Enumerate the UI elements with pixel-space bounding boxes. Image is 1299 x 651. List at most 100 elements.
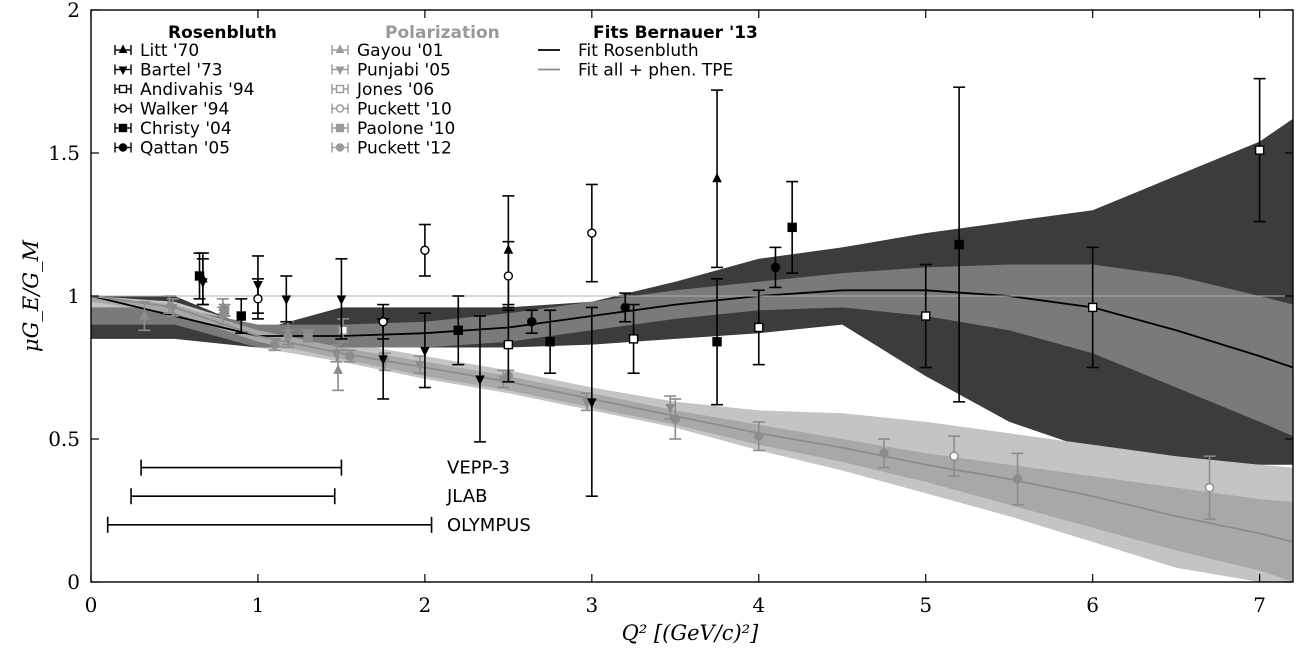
legend-marker bbox=[335, 104, 345, 113]
legend-label: Paolone '10 bbox=[357, 119, 455, 139]
fit-tpe-line bbox=[91, 295, 1293, 543]
range-bar-olympus: OLYMPUS bbox=[106, 515, 531, 536]
data-point bbox=[919, 263, 932, 369]
marker bbox=[283, 335, 293, 346]
data-points bbox=[138, 77, 1266, 520]
data-point bbox=[268, 338, 281, 352]
data-point bbox=[619, 292, 632, 323]
marker bbox=[378, 317, 388, 327]
data-point bbox=[281, 329, 294, 349]
marker bbox=[338, 325, 348, 336]
data-point bbox=[418, 223, 431, 277]
marker bbox=[712, 337, 722, 347]
series-qattan-05 bbox=[525, 246, 782, 334]
marker bbox=[281, 295, 292, 305]
data-point bbox=[377, 303, 390, 340]
data-point bbox=[337, 318, 350, 343]
x-tick-label: 5 bbox=[919, 593, 932, 617]
legend-label: Fit Rosenbluth bbox=[578, 41, 699, 61]
marker bbox=[1012, 474, 1023, 484]
data-point bbox=[1086, 246, 1099, 369]
range-label: OLYMPUS bbox=[447, 515, 531, 536]
data-point bbox=[218, 303, 231, 317]
series-christy-04 bbox=[193, 86, 966, 406]
marker bbox=[665, 404, 676, 414]
marker bbox=[167, 303, 178, 314]
legend-entry: Puckett '12 bbox=[331, 139, 452, 159]
data-point bbox=[769, 246, 782, 289]
legend-entry: Paolone '10 bbox=[331, 119, 455, 139]
y-tick-label: 1.5 bbox=[48, 141, 80, 165]
marker bbox=[453, 325, 463, 336]
x-tick-label: 0 bbox=[85, 593, 98, 617]
tpe-inner-band bbox=[91, 296, 1293, 582]
marker bbox=[194, 271, 205, 281]
marker bbox=[336, 295, 347, 305]
data-point bbox=[1011, 452, 1024, 506]
series-andivahis-94 bbox=[502, 77, 1266, 383]
marker bbox=[331, 349, 342, 360]
data-point bbox=[335, 258, 348, 340]
marker bbox=[921, 311, 931, 321]
axes: 0 1 2 3 4 5 6 7 0 0.5 1 1.5 2 Q² [(GeV/c)²] μG_E/G_M bbox=[19, 0, 1294, 645]
data-point bbox=[752, 289, 765, 366]
marker bbox=[754, 322, 764, 333]
series-puckett-12 bbox=[268, 338, 1024, 506]
data-point bbox=[948, 435, 961, 477]
data-point bbox=[786, 180, 799, 274]
legend-marker bbox=[335, 84, 345, 94]
data-point bbox=[330, 343, 343, 363]
marker bbox=[628, 334, 639, 344]
legend-entry: Christy '04 bbox=[114, 119, 232, 139]
marker bbox=[219, 305, 230, 315]
kinematic-range-bars: VEPP-3 JLAB OLYMPUS bbox=[106, 458, 531, 536]
series-puckett-10 bbox=[948, 435, 1216, 520]
marker bbox=[503, 271, 514, 281]
marker bbox=[345, 351, 355, 361]
marker bbox=[1254, 145, 1265, 155]
data-point bbox=[585, 306, 598, 498]
marker bbox=[954, 239, 964, 250]
legend-heading: Rosenbluth bbox=[168, 23, 277, 43]
legend-marker bbox=[118, 123, 128, 133]
range-bar-vepp-3: VEPP-3 bbox=[140, 458, 510, 479]
marker bbox=[770, 262, 781, 273]
data-point bbox=[627, 303, 640, 375]
legend-label: Fit all + phen. TPE bbox=[578, 61, 733, 81]
legend-label: Walker '94 bbox=[140, 100, 229, 120]
data-point bbox=[413, 355, 426, 375]
rosenbluth-inner-band bbox=[91, 264, 1293, 437]
legend-entry: Fit all + phen. TPE bbox=[538, 61, 733, 81]
data-point bbox=[711, 89, 724, 269]
marker bbox=[378, 355, 388, 366]
marker bbox=[303, 331, 313, 341]
marker bbox=[787, 222, 797, 233]
series-jones-06 bbox=[337, 318, 350, 343]
series-paolone-10 bbox=[218, 303, 315, 343]
legend-entry: Puckett '10 bbox=[331, 100, 452, 120]
marker bbox=[503, 339, 514, 350]
marker bbox=[253, 294, 263, 304]
legend-label: Jones '06 bbox=[356, 80, 434, 100]
data-point bbox=[235, 298, 248, 334]
data-point bbox=[502, 306, 515, 383]
y-tick-label: 0.5 bbox=[48, 427, 80, 451]
data-point bbox=[525, 309, 538, 334]
marker bbox=[1204, 482, 1215, 493]
data-point bbox=[302, 329, 315, 343]
data-point bbox=[502, 240, 515, 312]
y-tick-label: 1 bbox=[67, 284, 80, 308]
series-litt-70 bbox=[196, 89, 724, 306]
x-axis-label: Q² [(GeV/c)²] bbox=[622, 621, 760, 645]
marker bbox=[712, 172, 722, 183]
y-axis-label: μG_E/G_M bbox=[19, 239, 43, 352]
legend-marker bbox=[335, 66, 345, 76]
marker bbox=[587, 228, 597, 238]
marker bbox=[139, 309, 150, 320]
legend-entry: Walker '94 bbox=[114, 100, 229, 120]
fit-uncertainty-bands bbox=[91, 118, 1293, 582]
legend-entry: Litt '70 bbox=[114, 41, 199, 61]
